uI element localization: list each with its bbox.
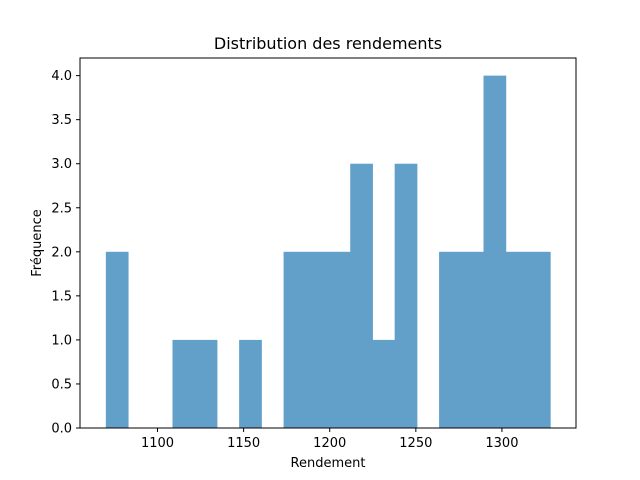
bars-group [105,75,551,428]
plot-frame [79,57,577,429]
y-tick-label: 2.0 [51,245,72,260]
histogram-bar-15 [439,251,462,428]
histogram-bar-19 [527,251,551,428]
y-tick-label: 1.5 [51,289,72,304]
histogram-bar-17 [483,75,507,428]
y-tick-label: 2.5 [51,201,72,216]
histogram-bar-11 [350,163,373,428]
y-tick-label: 3.5 [51,113,72,128]
histogram-bar-16 [461,251,485,428]
histogram-bar-10 [328,251,351,428]
y-tick-label: 0.0 [51,422,72,437]
histogram-bar-3 [172,339,196,428]
histogram-bar-8 [283,251,307,428]
histogram-bar-13 [394,163,418,428]
histogram-bar-4 [194,339,218,428]
chart-title: Distribution des rendements [214,34,442,53]
x-tick-label: 1100 [141,436,174,451]
x-axis-label: Rendement [291,456,366,471]
histogram-bar-12 [372,339,396,428]
x-axis-ticks: 1100 1150 1200 1250 1300 [141,428,518,451]
x-tick-label: 1250 [399,436,432,451]
y-tick-label: 1.0 [51,333,72,348]
x-tick-label: 1150 [227,436,260,451]
y-tick-label: 4.0 [51,69,72,84]
x-tick-label: 1300 [485,436,518,451]
histogram-bar-18 [505,251,529,428]
y-axis-label: Fréquence [30,209,45,276]
histogram-bar-6 [239,339,262,428]
histogram-bar-0 [105,251,129,428]
y-tick-label: 3.0 [51,157,72,172]
y-tick-label: 0.5 [51,377,72,392]
histogram-bar-9 [305,251,329,428]
x-tick-label: 1200 [313,436,346,451]
y-axis-ticks: 0.0 0.5 1.0 1.5 2.0 2.5 3.0 3.5 4.0 [51,69,80,437]
